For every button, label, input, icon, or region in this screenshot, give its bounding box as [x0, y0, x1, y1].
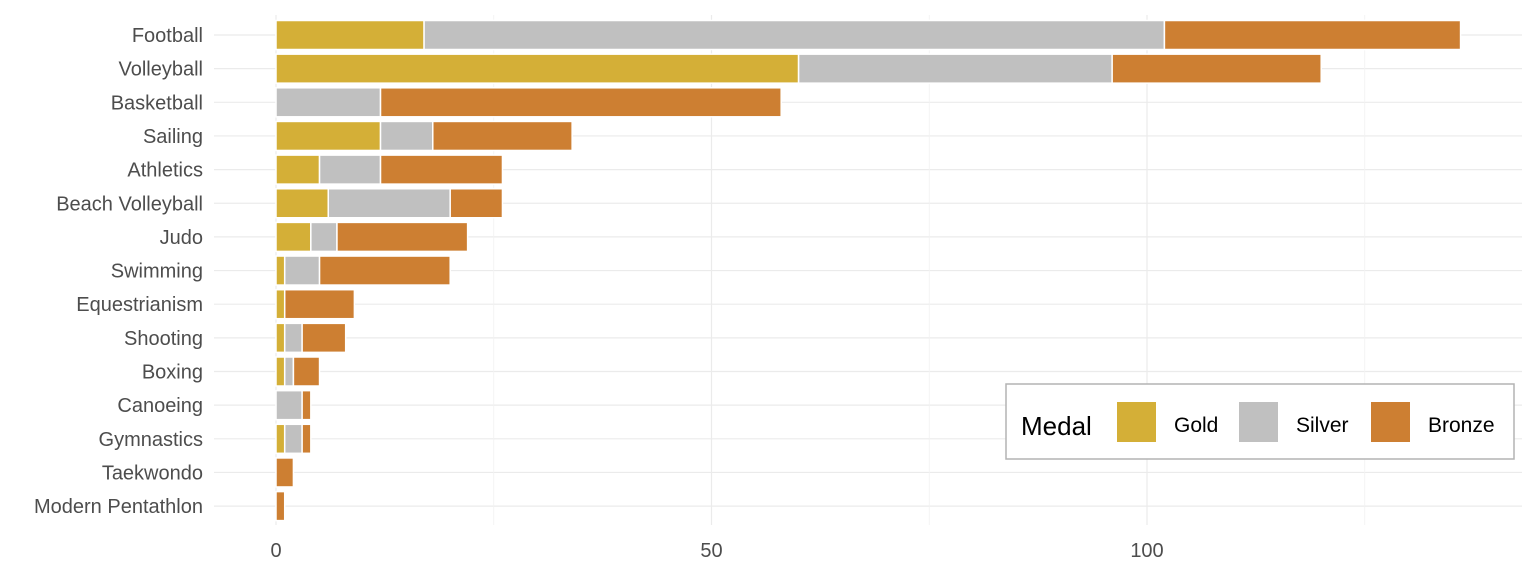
legend-key-gold — [1117, 402, 1156, 442]
y-tick-label: Judo — [160, 227, 203, 249]
legend: Medal Gold Silver Bronze — [1005, 383, 1515, 460]
y-tick-label: Modern Pentathlon — [34, 496, 203, 518]
bars — [275, 19, 1462, 522]
bar-gold-beach-volleyball — [275, 188, 330, 219]
y-tick-label: Equestrianism — [76, 294, 203, 316]
bar-bronze-taekwondo — [275, 457, 295, 488]
bar-silver-sailing — [379, 120, 434, 152]
x-tick-label: 100 — [1130, 540, 1163, 562]
y-tick-label: Swimming — [111, 261, 203, 283]
bar-silver-shooting — [283, 322, 303, 354]
bar-silver-basketball — [275, 87, 382, 118]
bar-bronze-judo — [336, 221, 469, 253]
bar-gold-volleyball — [275, 53, 800, 84]
bar-bronze-equestrianism — [283, 288, 356, 320]
bar-silver-beach-volleyball — [327, 188, 451, 219]
bar-bronze-modern-pentathlon — [275, 490, 286, 522]
bar-bronze-beach-volleyball — [449, 188, 504, 219]
bar-bronze-shooting — [301, 322, 347, 354]
x-tick-label: 0 — [270, 540, 281, 562]
bar-gold-judo — [275, 221, 312, 253]
bar-bronze-gymnastics — [301, 423, 312, 455]
bar-gold-boxing — [275, 356, 286, 387]
bar-silver-boxing — [283, 356, 295, 387]
bar-silver-athletics — [318, 154, 382, 185]
bar-gold-athletics — [275, 154, 321, 185]
bar-gold-football — [275, 19, 425, 51]
legend-label-bronze: Bronze — [1428, 414, 1495, 437]
legend-label-silver: Silver — [1296, 414, 1349, 437]
bar-silver-gymnastics — [283, 423, 303, 455]
y-tick-label: Basketball — [111, 92, 203, 114]
y-tick-label: Shooting — [124, 328, 203, 350]
bar-bronze-volleyball — [1111, 53, 1322, 84]
legend-label-gold: Gold — [1174, 414, 1218, 437]
bar-silver-swimming — [283, 255, 321, 286]
bar-bronze-basketball — [379, 87, 782, 118]
legend-key-silver — [1239, 402, 1278, 442]
bar-bronze-sailing — [432, 120, 573, 152]
bar-gold-equestrianism — [275, 288, 286, 320]
bar-silver-canoeing — [275, 389, 303, 421]
bar-gold-gymnastics — [275, 423, 286, 455]
bar-gold-sailing — [275, 120, 382, 152]
y-tick-label: Beach Volleyball — [56, 193, 203, 215]
y-axis-tick-labels: Football Volleyball Basketball Sailing Athle… — [34, 25, 203, 518]
bar-bronze-boxing — [292, 356, 321, 387]
y-tick-label: Boxing — [142, 362, 203, 384]
x-tick-label: 50 — [700, 540, 722, 562]
y-tick-label: Canoeing — [117, 395, 203, 417]
y-tick-label: Athletics — [127, 160, 203, 182]
bar-gold-swimming — [275, 255, 286, 286]
bar-silver-football — [423, 19, 1166, 51]
x-axis-tick-labels: 0 50 100 — [270, 540, 1163, 562]
bar-bronze-swimming — [318, 255, 451, 286]
bar-gold-shooting — [275, 322, 286, 354]
bar-bronze-canoeing — [301, 389, 312, 421]
bar-bronze-football — [1163, 19, 1462, 51]
legend-items: Gold Silver Bronze — [1117, 402, 1495, 442]
bar-bronze-athletics — [379, 154, 504, 185]
y-tick-label: Taekwondo — [102, 462, 203, 484]
y-tick-label: Volleyball — [118, 59, 203, 81]
y-tick-label: Sailing — [143, 126, 203, 148]
bar-silver-judo — [310, 221, 338, 253]
y-tick-label: Football — [132, 25, 203, 47]
legend-key-bronze — [1371, 402, 1410, 442]
bar-silver-volleyball — [797, 53, 1113, 84]
y-tick-label: Gymnastics — [99, 429, 203, 451]
legend-title: Medal — [1021, 411, 1092, 441]
